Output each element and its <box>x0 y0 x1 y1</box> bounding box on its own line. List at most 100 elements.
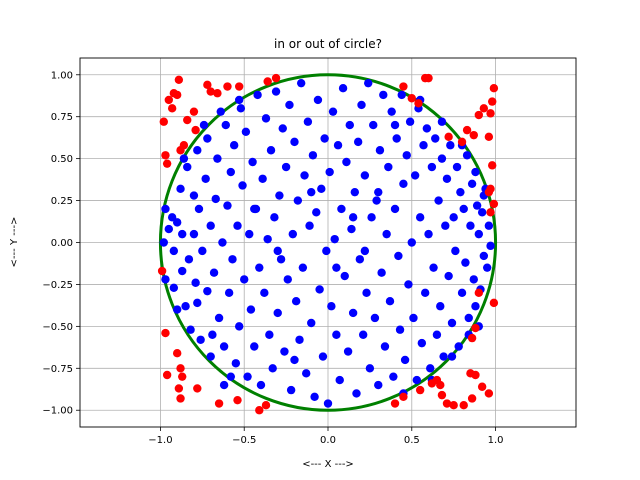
data-point <box>457 137 467 147</box>
data-point <box>415 385 425 395</box>
data-point <box>280 347 289 356</box>
data-point <box>328 107 338 116</box>
data-point <box>474 229 484 239</box>
data-point <box>226 167 236 177</box>
y-tick-label: 1.00 <box>51 70 73 81</box>
data-point <box>415 213 425 222</box>
data-point <box>395 325 405 334</box>
data-point <box>362 288 371 298</box>
data-point <box>364 78 373 88</box>
data-point <box>358 330 368 339</box>
data-point <box>174 75 184 85</box>
data-point <box>307 187 316 197</box>
data-point <box>412 375 422 385</box>
data-point <box>486 241 495 251</box>
data-point <box>486 109 495 118</box>
data-point <box>214 399 224 408</box>
data-point <box>255 263 264 272</box>
data-point <box>407 238 416 247</box>
data-point <box>370 313 380 323</box>
data-point <box>400 355 410 365</box>
data-point <box>317 184 326 194</box>
data-point <box>449 400 458 410</box>
data-point <box>437 117 447 126</box>
data-point <box>402 151 411 160</box>
data-point <box>352 389 361 398</box>
data-point <box>347 224 356 234</box>
y-tick-label: 0.00 <box>51 238 73 249</box>
plot-area: −1.0 −0.5 0.0 0.5 1.0 −1.00 −0.75 −0.50 −0.25 0.0… <box>42 57 577 446</box>
data-point <box>224 288 234 298</box>
data-point <box>342 157 351 167</box>
data-point <box>374 380 383 390</box>
data-point <box>236 104 246 113</box>
data-point <box>161 328 170 338</box>
data-point <box>234 322 244 331</box>
data-point <box>417 338 427 348</box>
data-point <box>176 394 185 403</box>
data-point <box>310 392 319 402</box>
data-point <box>447 352 457 361</box>
data-point <box>223 201 232 210</box>
data-point <box>394 251 403 261</box>
data-point <box>276 255 286 264</box>
data-point <box>159 117 168 126</box>
data-point <box>278 124 287 133</box>
data-point <box>488 161 497 170</box>
data-point <box>390 399 400 408</box>
data-point <box>467 333 477 343</box>
data-point <box>404 280 413 289</box>
y-tick-label: −0.75 <box>42 364 73 375</box>
data-point <box>327 302 336 311</box>
data-point <box>196 335 205 344</box>
data-point <box>464 313 473 323</box>
data-point <box>258 174 267 183</box>
data-point <box>183 162 192 172</box>
data-point <box>312 208 321 217</box>
data-point <box>426 364 435 373</box>
data-point <box>484 187 494 197</box>
data-point <box>234 82 244 91</box>
data-point <box>407 94 416 103</box>
data-point <box>469 130 478 140</box>
data-point <box>296 78 306 88</box>
data-point <box>302 369 311 378</box>
data-point <box>323 399 333 408</box>
data-point <box>186 325 195 334</box>
data-point <box>295 335 304 344</box>
data-point <box>429 263 438 272</box>
data-point <box>178 372 187 381</box>
data-point <box>161 151 170 160</box>
data-point <box>360 171 370 180</box>
data-point <box>172 349 182 358</box>
data-point <box>271 73 281 83</box>
data-point <box>379 90 388 100</box>
data-point <box>193 298 202 308</box>
x-tick-label: 1.0 <box>488 435 504 446</box>
y-tick-label: −0.25 <box>42 280 73 291</box>
data-point <box>223 82 232 91</box>
data-point <box>305 221 314 230</box>
data-point <box>436 380 445 390</box>
data-point <box>193 146 202 155</box>
data-point <box>201 174 210 183</box>
data-point <box>442 399 452 408</box>
data-point <box>348 308 358 318</box>
data-point <box>265 330 274 339</box>
data-point <box>387 107 396 116</box>
data-point <box>486 208 495 217</box>
data-point <box>167 104 177 113</box>
data-point <box>350 187 360 197</box>
data-point <box>313 95 323 105</box>
data-point <box>283 275 292 284</box>
data-point <box>164 95 174 105</box>
data-point <box>176 184 185 194</box>
data-point <box>431 134 440 143</box>
data-point <box>203 80 212 90</box>
data-point <box>447 318 457 328</box>
data-point <box>332 330 341 339</box>
data-point <box>340 271 349 281</box>
data-point <box>477 208 487 217</box>
data-point <box>457 288 467 298</box>
data-point <box>211 194 220 204</box>
